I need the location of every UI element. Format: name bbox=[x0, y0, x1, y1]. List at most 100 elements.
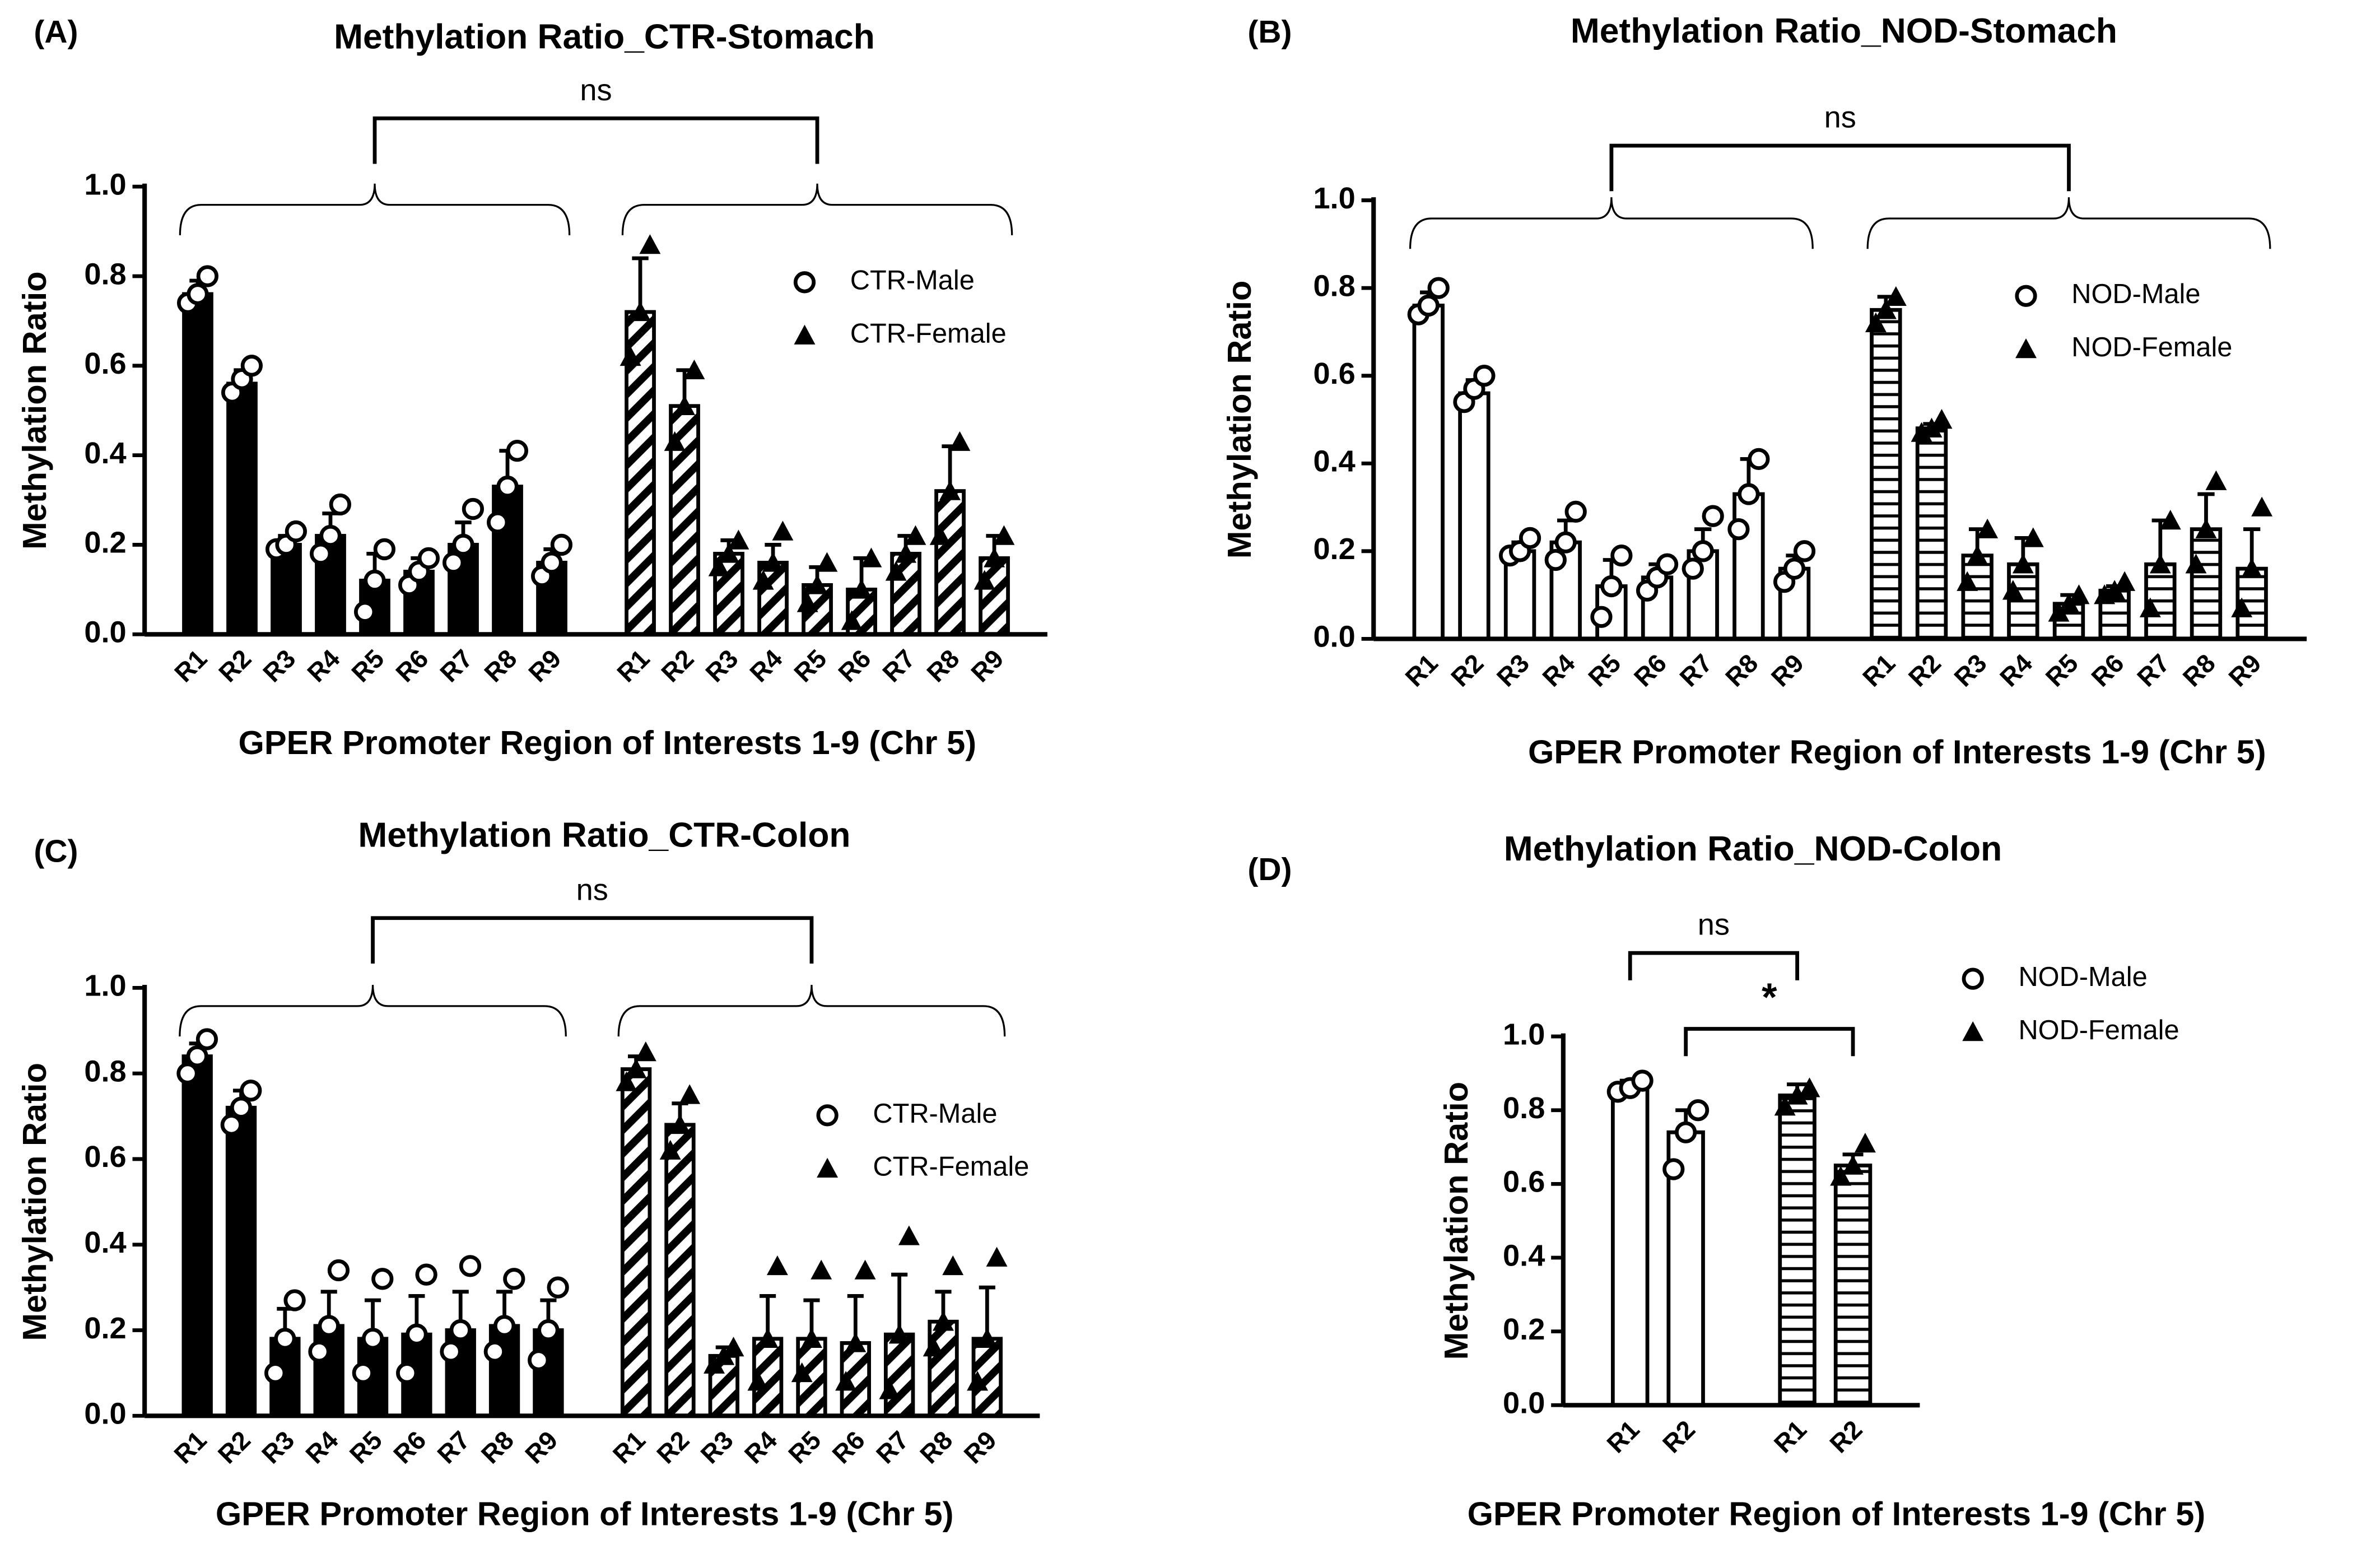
group-brace bbox=[179, 183, 571, 235]
x-axis-label: GPER Promoter Region of Interests 1-9 (C… bbox=[1528, 733, 2266, 770]
data-point bbox=[361, 1328, 384, 1350]
data-point bbox=[2068, 584, 2090, 604]
legend-marker bbox=[1962, 967, 1984, 990]
data-point bbox=[2159, 510, 2181, 530]
data-point bbox=[898, 1225, 920, 1245]
data-point bbox=[879, 1379, 901, 1399]
data-point bbox=[1967, 545, 1988, 565]
legend-marker bbox=[2015, 285, 2037, 307]
x-tick-label: R1 bbox=[1768, 1415, 1812, 1458]
legend-label: CTR-Male bbox=[873, 1099, 997, 1129]
data-point bbox=[503, 1268, 525, 1290]
group-brace bbox=[1866, 197, 2271, 249]
x-tick-label: R9 bbox=[519, 1425, 563, 1469]
data-point bbox=[841, 610, 863, 630]
data-point bbox=[240, 355, 263, 377]
data-point bbox=[283, 1289, 306, 1311]
y-tick-label: 0.4 bbox=[84, 1226, 126, 1259]
x-axis-label: GPER Promoter Region of Interests 1-9 (C… bbox=[1468, 1495, 2206, 1532]
data-point bbox=[1738, 483, 1760, 505]
data-point bbox=[835, 1371, 857, 1391]
data-point bbox=[353, 601, 376, 623]
data-point bbox=[327, 1259, 350, 1282]
data-point bbox=[537, 1319, 560, 1342]
data-point bbox=[1564, 500, 1587, 523]
legend-label: NOD-Male bbox=[2018, 962, 2147, 992]
x-tick-label: R5 bbox=[344, 1425, 388, 1469]
x-tick-label: R7 bbox=[1674, 648, 1717, 692]
data-point bbox=[2012, 553, 2034, 574]
data-point bbox=[550, 533, 573, 556]
y-tick-label: 0.8 bbox=[84, 1054, 126, 1088]
x-tick-label: R7 bbox=[434, 644, 478, 687]
data-point bbox=[2149, 553, 2171, 574]
group-brace bbox=[179, 984, 567, 1037]
y-tick-label: 0.2 bbox=[84, 526, 126, 560]
data-point bbox=[659, 1139, 681, 1160]
legend-marker bbox=[2015, 338, 2037, 359]
data-point bbox=[1692, 540, 1714, 562]
data-point bbox=[860, 547, 882, 567]
data-point bbox=[976, 1328, 998, 1348]
data-point bbox=[2058, 593, 2080, 613]
bar bbox=[1961, 553, 1994, 641]
x-tick-label: R4 bbox=[300, 1425, 344, 1469]
data-point bbox=[1854, 1132, 1876, 1153]
x-tick-label: R4 bbox=[301, 644, 346, 688]
data-point bbox=[974, 570, 995, 590]
bar bbox=[226, 382, 258, 636]
x-axis-label: GPER Promoter Region of Interests 1-9 (C… bbox=[239, 724, 977, 761]
x-tick-label: R3 bbox=[257, 644, 301, 687]
annotation: ns bbox=[576, 873, 608, 906]
data-point bbox=[762, 552, 784, 572]
data-point bbox=[885, 561, 907, 581]
data-point bbox=[718, 543, 740, 563]
data-point bbox=[791, 1362, 813, 1383]
x-tick-label: R6 bbox=[2085, 648, 2129, 692]
x-tick-label: R8 bbox=[921, 644, 965, 687]
x-tick-label: R6 bbox=[388, 1425, 431, 1469]
data-point bbox=[1799, 1077, 1820, 1097]
x-tick-label: R3 bbox=[256, 1425, 300, 1469]
legend-label: NOD-Female bbox=[2071, 332, 2232, 362]
bar bbox=[1778, 1093, 1817, 1407]
x-tick-label: R8 bbox=[2177, 648, 2221, 692]
data-point bbox=[766, 1255, 788, 1276]
data-point bbox=[319, 524, 342, 547]
x-tick-label: R7 bbox=[431, 1425, 475, 1469]
data-point bbox=[373, 538, 396, 561]
y-axis-label: Methylation Ratio bbox=[16, 1063, 53, 1341]
x-tick-label: R2 bbox=[212, 1425, 256, 1469]
legend-marker bbox=[794, 324, 816, 345]
data-point bbox=[506, 439, 529, 462]
bracket bbox=[1628, 951, 1799, 980]
y-tick-label: 0.0 bbox=[84, 616, 126, 649]
data-point bbox=[752, 570, 774, 590]
data-point bbox=[993, 525, 1015, 545]
y-tick-label: 0.8 bbox=[84, 257, 126, 291]
data-point bbox=[1786, 1085, 1808, 1105]
data-point bbox=[1774, 1096, 1796, 1116]
data-point bbox=[797, 592, 818, 612]
x-tick-label: R8 bbox=[478, 644, 522, 687]
bar bbox=[181, 1054, 213, 1418]
data-point bbox=[318, 1315, 340, 1337]
bar bbox=[2190, 527, 2223, 641]
x-tick-label: R2 bbox=[655, 644, 699, 687]
legend-marker bbox=[817, 1157, 839, 1178]
data-point bbox=[406, 1323, 428, 1346]
x-tick-label: R3 bbox=[1948, 648, 1992, 692]
y-axis-label: Methylation Ratio bbox=[16, 271, 53, 550]
bracket bbox=[1684, 1027, 1855, 1057]
y-tick-label: 0.4 bbox=[84, 436, 126, 470]
x-tick-label: R5 bbox=[2040, 648, 2084, 692]
data-point bbox=[625, 1058, 647, 1078]
legend-marker bbox=[793, 271, 816, 294]
bar bbox=[2144, 562, 2177, 641]
bar bbox=[1870, 308, 1902, 641]
bracket bbox=[372, 116, 819, 164]
data-point bbox=[240, 1080, 262, 1102]
y-tick-label: 1.0 bbox=[1313, 182, 1355, 215]
x-tick-label: R1 bbox=[169, 644, 212, 687]
data-point bbox=[747, 1371, 769, 1391]
